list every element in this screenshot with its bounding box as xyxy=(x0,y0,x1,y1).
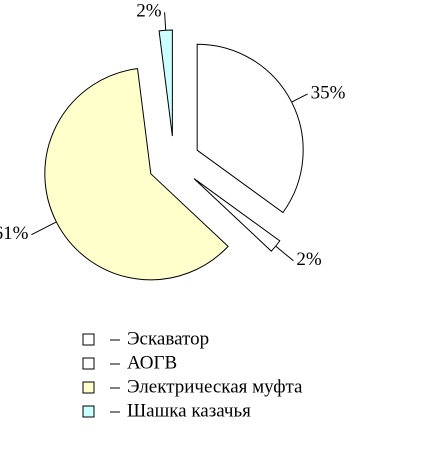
data-label: 61% xyxy=(0,223,29,244)
pie-slice xyxy=(193,178,281,252)
pie-slice xyxy=(158,29,173,137)
leader-line xyxy=(164,12,167,31)
legend-swatch xyxy=(82,333,95,346)
leader-line xyxy=(291,93,308,103)
data-label: 35% xyxy=(311,82,346,103)
legend-label: Шашка казачья xyxy=(127,400,251,421)
legend-label: Эскаватор xyxy=(127,328,209,349)
legend-swatch xyxy=(82,381,95,394)
pie-slice xyxy=(196,43,304,214)
legend-label: Электрическая муфта xyxy=(127,376,303,397)
leader-line xyxy=(31,221,57,236)
leader-line xyxy=(275,245,294,262)
pie-slice xyxy=(44,68,229,281)
legend-swatch xyxy=(82,357,95,370)
legend-swatch xyxy=(82,405,95,418)
data-label: 2% xyxy=(136,1,162,22)
data-label: 2% xyxy=(296,249,322,270)
legend-label: АОГВ xyxy=(127,352,177,373)
